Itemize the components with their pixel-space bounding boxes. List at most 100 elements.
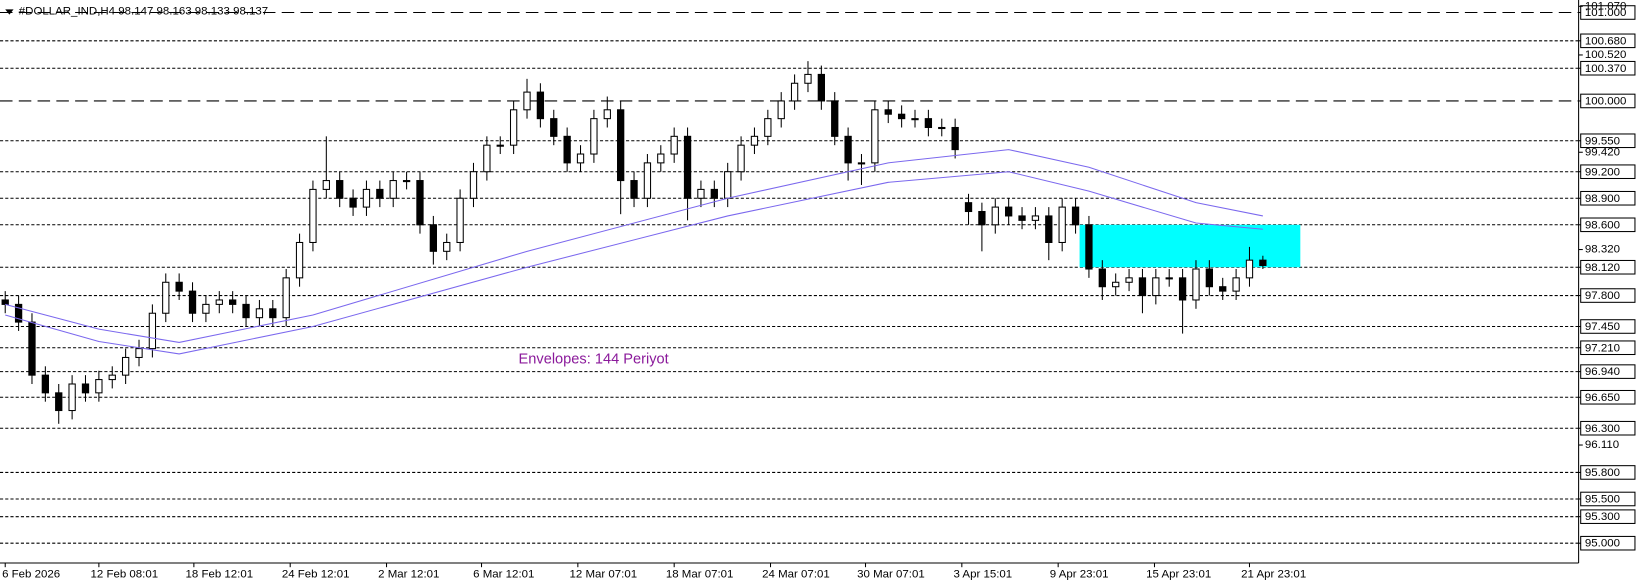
envelope-lower (5, 171, 1263, 355)
candle-body (242, 303, 250, 319)
candle-body (295, 241, 304, 279)
chart-title: #DOLLAR_IND,H4 98.147 98.163 98.133 98.1… (19, 6, 268, 18)
candle-body (255, 308, 264, 319)
level-label: 97.210 (1585, 342, 1620, 354)
candle-body (657, 153, 665, 164)
envelope-upper (5, 149, 1263, 343)
level-label: 99.200 (1585, 166, 1620, 178)
candle-body (1138, 277, 1147, 297)
level-label-box (1580, 164, 1636, 180)
annotation: Envelopes: 144 Periyot (519, 352, 669, 368)
level-label: 95.500 (1585, 494, 1620, 506)
candle-body (483, 144, 491, 173)
candle-body (1031, 215, 1040, 221)
candle-body (336, 180, 344, 199)
candle-body (416, 180, 424, 226)
level-label-box (1580, 389, 1636, 405)
candle-body (1018, 215, 1026, 221)
level-label: 100.370 (1585, 63, 1626, 75)
zone (1079, 224, 1301, 268)
level-label: 100.680 (1585, 35, 1626, 47)
candle-body (389, 180, 397, 199)
candle-body (683, 135, 692, 199)
candle-body (1259, 259, 1267, 266)
candle-body (349, 197, 357, 208)
candle-body (121, 356, 130, 376)
candle-body (630, 180, 638, 199)
level-label-box (1580, 217, 1636, 233)
level-label-box (1580, 33, 1636, 49)
candle-body (978, 210, 986, 226)
level-label: 96.650 (1585, 392, 1620, 404)
x-tick-label: 30 Mar 07:01 (857, 569, 925, 581)
candle-body (28, 321, 36, 376)
level-label: 97.450 (1585, 321, 1620, 333)
level-label: 95.800 (1585, 467, 1620, 479)
y-tick-label: 100.520 (1585, 49, 1626, 61)
level-label-box (1580, 465, 1636, 480)
candle-body (229, 299, 237, 305)
candle-body (804, 73, 812, 84)
collapse-icon (5, 9, 14, 15)
level-label-box (1580, 340, 1636, 356)
candle-body (1245, 259, 1254, 279)
x-tick-label: 15 Apr 23:01 (1146, 569, 1211, 581)
level-label: 99.550 (1585, 135, 1620, 147)
level-label: 95.000 (1585, 538, 1620, 550)
x-tick-label: 12 Mar 07:01 (570, 569, 638, 581)
level-label: 101.000 (1585, 7, 1626, 19)
candle-body (469, 171, 478, 199)
candle-body (1178, 277, 1187, 301)
candle-body (148, 312, 157, 350)
levels (0, 11, 1579, 544)
x-tick-label: 18 Feb 12:01 (186, 569, 254, 581)
x-tick-label: 24 Mar 07:01 (762, 569, 830, 581)
candle-body (764, 118, 772, 137)
candle-body (991, 206, 999, 226)
level-label-box (1580, 535, 1636, 551)
candle-body (322, 180, 330, 190)
candle-body (777, 100, 785, 120)
candle-body (1219, 286, 1227, 292)
candle-body (643, 162, 652, 199)
candle-body (737, 144, 745, 173)
candle-body (831, 100, 839, 137)
level-label: 95.300 (1585, 511, 1620, 523)
candle-body (269, 308, 277, 319)
y-tick-label: 96.110 (1585, 439, 1619, 451)
candle-body (857, 162, 866, 165)
candle-body (844, 135, 852, 164)
candle-body (1125, 277, 1133, 283)
candle-body (456, 197, 464, 243)
level-label-box (1580, 288, 1636, 303)
candle-body (897, 113, 906, 120)
level-label-box (1580, 259, 1636, 275)
plot (1, 61, 1301, 424)
level-label: 98.900 (1585, 193, 1620, 205)
x-tick-label: 24 Feb 12:01 (282, 569, 350, 581)
candle-body (1112, 281, 1120, 288)
candle-body (1232, 277, 1240, 292)
candle-body (550, 118, 558, 137)
candle-body (1165, 277, 1173, 280)
candle-body (1, 299, 9, 305)
candle-body (496, 144, 504, 147)
level-label: 98.120 (1585, 262, 1620, 274)
candle-body (911, 118, 919, 121)
level-label: 96.940 (1585, 366, 1620, 378)
candle-body (710, 188, 718, 199)
level-label-box (1580, 491, 1636, 507)
x-tick-label: 9 Apr 23:01 (1050, 569, 1109, 581)
level-label-box (1580, 319, 1636, 334)
candle-body (402, 180, 411, 183)
level-label: 98.600 (1585, 219, 1620, 231)
candle-body (215, 299, 223, 305)
level-label-box (1580, 190, 1636, 206)
candle-body (362, 188, 371, 208)
candle-body (202, 303, 210, 314)
candle-body (1005, 206, 1013, 217)
level-label-box (1580, 364, 1636, 379)
candle-body (41, 374, 50, 394)
x-tick-label: 2 Mar 12:01 (378, 569, 439, 581)
